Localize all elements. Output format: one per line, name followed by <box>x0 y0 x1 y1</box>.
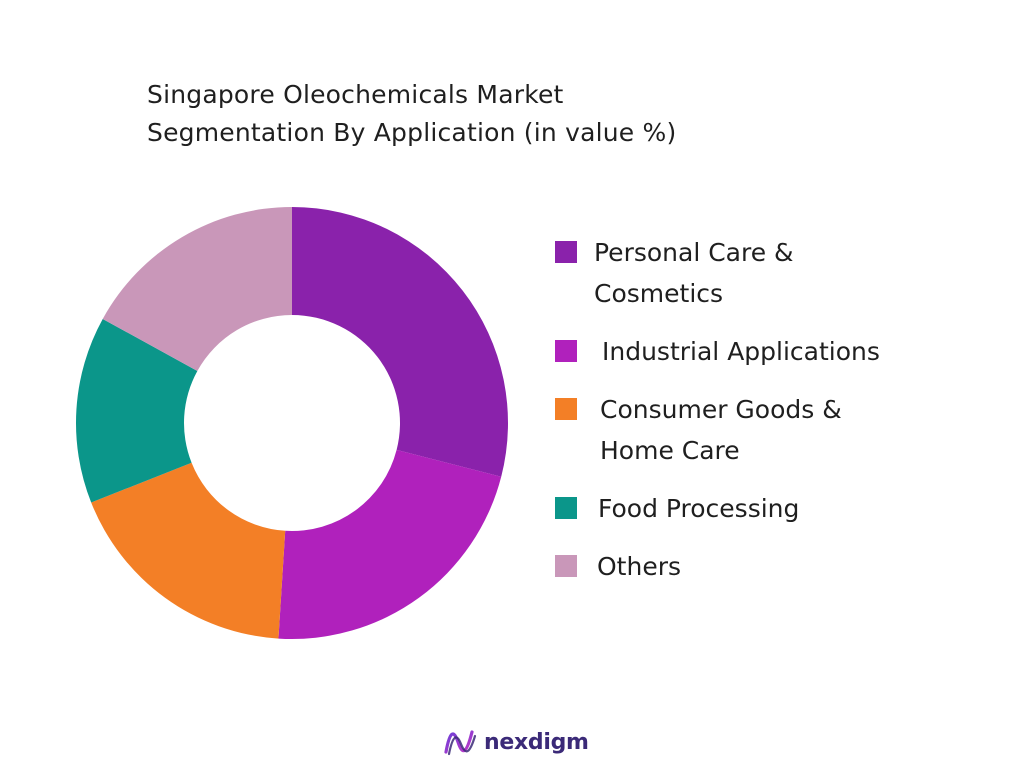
chart-title-line-1: Singapore Oleochemicals Market <box>147 80 564 109</box>
donut-slice-others <box>102 207 292 371</box>
logo-text: nexdigm <box>484 729 589 755</box>
donut-slice-consumer-goods-home-care <box>91 462 286 639</box>
donut-slice-food-processing <box>76 318 198 503</box>
chart-title-line-2: Segmentation By Application (in value %) <box>147 118 677 147</box>
chart-title: Singapore Oleochemicals Market Segmentat… <box>147 76 907 152</box>
nexdigm-wave-logo-icon <box>444 730 477 756</box>
donut-slice-industrial-applications <box>278 449 502 639</box>
nexdigm-logo: nexdigm <box>440 722 589 762</box>
donut-slice-personal-care-cosmetics <box>292 207 508 477</box>
